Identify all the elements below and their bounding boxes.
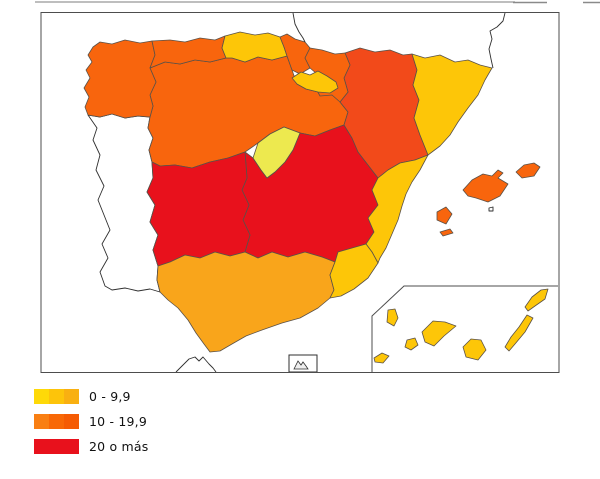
island-cabrera <box>488 206 494 212</box>
island-el-hierro <box>373 352 390 364</box>
legend: 0 - 9,9 10 - 19,9 20 o más <box>34 389 334 464</box>
region-murcia <box>329 243 379 299</box>
region-galicia <box>83 39 157 119</box>
island-mallorca <box>462 169 509 203</box>
africa-coastline <box>175 356 217 373</box>
region-la-rioja <box>291 70 339 94</box>
legend-label-mid: 10 - 19,9 <box>89 414 147 429</box>
legend-item-high: 20 o más <box>34 439 334 454</box>
france-west-coastline <box>292 12 306 43</box>
island-formentera <box>439 228 454 237</box>
island-la-gomera <box>404 337 419 351</box>
legend-item-mid: 10 - 19,9 <box>34 414 334 429</box>
island-tenerife <box>421 320 457 347</box>
legend-swatch-low <box>34 389 79 404</box>
melilla-inset-shape <box>293 360 309 370</box>
canary-inset-border <box>371 285 558 372</box>
region-andalucia <box>156 251 336 353</box>
map-frame <box>40 12 560 373</box>
island-gran-canaria <box>462 338 487 361</box>
legend-label-high: 20 o más <box>89 439 149 454</box>
balearic-islands <box>436 162 541 237</box>
legend-swatch-mid <box>34 414 79 429</box>
legend-label-low: 0 - 9,9 <box>89 389 131 404</box>
legend-swatch-high <box>34 439 79 454</box>
island-la-palma <box>386 308 399 327</box>
region-madrid <box>252 126 301 179</box>
france-east-border <box>488 12 506 69</box>
region-cantabria <box>221 31 288 63</box>
legend-item-low: 0 - 9,9 <box>34 389 334 404</box>
region-extremadura <box>146 151 251 267</box>
island-fuerteventura <box>504 314 534 352</box>
island-ibiza <box>436 206 453 225</box>
melilla-inset <box>288 354 318 373</box>
region-cataluna <box>411 53 493 156</box>
canary-islands-inset <box>371 285 558 372</box>
island-menorca <box>515 162 541 179</box>
island-lanzarote <box>524 288 549 312</box>
